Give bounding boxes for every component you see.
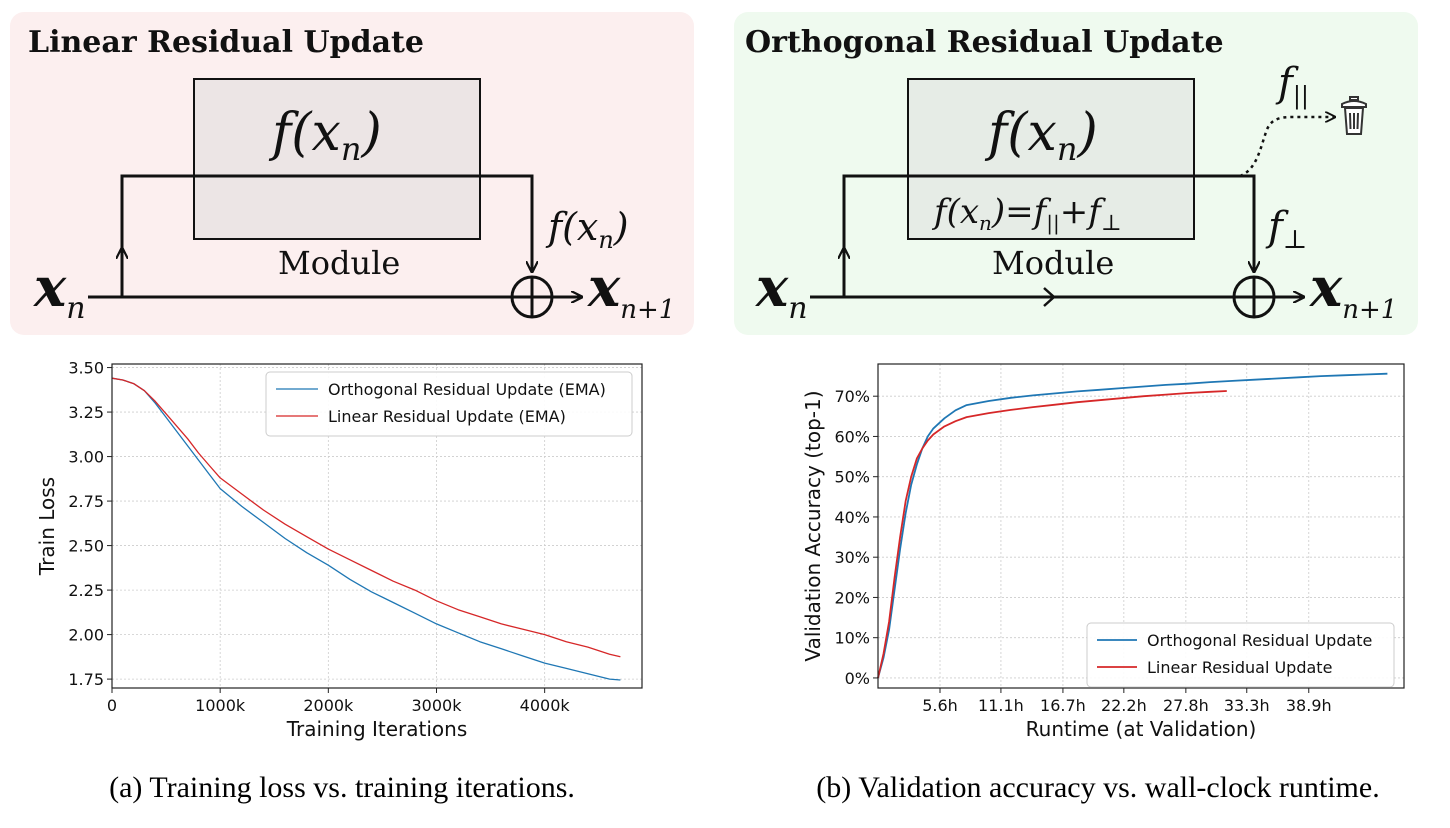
x-tick-label: 38.9h xyxy=(1286,696,1332,715)
linear-skip-label: f(xn) xyxy=(545,205,629,254)
series-line-orthogonal xyxy=(111,377,621,681)
y-tick-label: 3.50 xyxy=(68,359,104,378)
y-tick-label: 0% xyxy=(845,669,870,688)
y-tick-label: 70% xyxy=(834,387,870,406)
x-tick-label: 3000k xyxy=(411,696,462,715)
linear-module-box xyxy=(193,78,481,240)
orthogonal-diagram-title: Orthogonal Residual Update xyxy=(745,25,1224,60)
train-loss-chart: 0 1000k 2000k 3000k 4000k 1.75 2.00 2.25 2.50 2.7… xyxy=(35,359,643,741)
x-tick-label: 11.1h xyxy=(978,696,1024,715)
y-tick-label: 2.75 xyxy=(68,492,104,511)
y-tick-label: 20% xyxy=(834,588,870,607)
series-line-linear xyxy=(111,377,621,658)
trash-icon xyxy=(1341,96,1367,135)
y-tick-label: 2.50 xyxy=(68,537,104,556)
x-tick-label: 5.6h xyxy=(922,696,958,715)
orthogonal-module-function: f(xn) xyxy=(984,103,1098,168)
orthogonal-output-variable: xn+1 xyxy=(1309,255,1397,325)
orthogonal-loop-line xyxy=(842,174,1256,297)
caption-b: (b) Validation accuracy vs. wall-clock r… xyxy=(816,771,1379,804)
y-axis-label: Train Loss xyxy=(35,477,59,576)
linear-module-function: f(xn) xyxy=(268,103,382,168)
y-tick-label: 50% xyxy=(834,468,870,487)
x-tick-label: 27.8h xyxy=(1163,696,1209,715)
y-tick-label: 40% xyxy=(834,508,870,527)
y-tick-label: 3.25 xyxy=(68,403,104,422)
parallel-discard-path xyxy=(1239,117,1335,178)
series-line-orthogonal xyxy=(877,372,1388,679)
caption-a: (a) Training loss vs. training iteration… xyxy=(109,771,575,804)
y-tick-label: 60% xyxy=(834,427,870,446)
series-line-linear xyxy=(877,390,1227,679)
validation-accuracy-chart: 5.6h 11.1h 16.7h 22.2h 27.8h 33.3h 38.9h 0% 10% 2… xyxy=(801,363,1405,741)
legend-label: Linear Residual Update (EMA) xyxy=(328,407,566,426)
y-tick-label: 2.00 xyxy=(68,626,104,645)
y-tick-label: 3.00 xyxy=(68,448,104,467)
x-tick-label: 16.7h xyxy=(1040,696,1086,715)
y-tick-label: 10% xyxy=(834,629,870,648)
linear-output-variable: xn+1 xyxy=(587,255,675,325)
legend-label: Orthogonal Residual Update xyxy=(1147,631,1372,650)
orthogonal-flow-arrowhead xyxy=(1043,287,1056,307)
orthogonal-input-variable: xn xyxy=(755,255,808,326)
y-tick-label: 30% xyxy=(834,548,870,567)
orthogonal-diagram: Orthogonal Residual Update f(xn) f(xn)=f… xyxy=(734,12,1418,335)
legend-label: Linear Residual Update xyxy=(1147,658,1332,677)
legend-box xyxy=(1086,622,1395,688)
y-tick-label: 2.25 xyxy=(68,581,104,600)
plot-frame xyxy=(877,363,1405,689)
orthogonal-module-box xyxy=(907,78,1195,240)
x-tick-label: 1000k xyxy=(195,696,246,715)
orthogonal-module-label: Module xyxy=(992,244,1114,282)
linear-diagram-title: Linear Residual Update xyxy=(28,25,424,60)
linear-module-label: Module xyxy=(278,244,400,282)
y-axis-label: Validation Accuracy (top-1) xyxy=(801,390,825,661)
x-tick-label: 4000k xyxy=(520,696,571,715)
linear-loop-line xyxy=(120,174,534,297)
x-axis-label: Training Iterations xyxy=(286,717,468,741)
legend-label: Orthogonal Residual Update (EMA) xyxy=(328,380,606,399)
x-tick-label: 33.3h xyxy=(1224,696,1270,715)
x-tick-label: 22.2h xyxy=(1101,696,1147,715)
orthogonal-decomposition: f(xn)=f||+f⊥ xyxy=(931,192,1122,236)
x-tick-label: 2000k xyxy=(303,696,354,715)
perpendicular-component-label: f⊥ xyxy=(1265,204,1307,255)
x-axis-label: Runtime (at Validation) xyxy=(1026,717,1257,741)
legend-box xyxy=(265,371,633,437)
x-tick-label: 0 xyxy=(107,696,117,715)
linear-input-variable: xn xyxy=(33,255,86,326)
y-tick-label: 1.75 xyxy=(68,670,104,689)
plot-frame xyxy=(111,363,643,689)
linear-diagram: Linear Residual Update f(xn) f(xn) Modul… xyxy=(10,12,694,335)
